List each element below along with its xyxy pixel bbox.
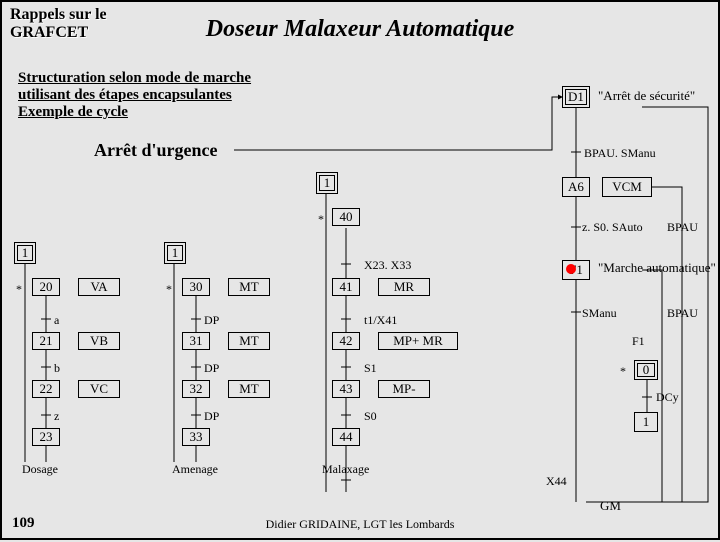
st3: Exemple de cycle [18,104,251,121]
step-33: 33 [182,428,210,446]
step-20: 20 [32,278,60,296]
st2: utilisant des étapes encapsulantes [18,87,251,104]
label-GM: GM [600,498,621,514]
trans-z: z [54,409,59,424]
step-41: 41 [332,278,360,296]
action-MT-30: MT [228,278,270,296]
trans-t1: t1/X41 [364,313,397,328]
msg-F1: "Marche automatique" [598,260,716,276]
star-C: * [318,212,324,227]
step-30: 30 [182,278,210,296]
action-MT-32: MT [228,380,270,398]
trans-zS0SAuto: z. S0. SAuto [582,220,643,235]
action-VC: VC [78,380,120,398]
step-D1: D1 [562,86,590,108]
star-B: * [166,282,172,297]
footer-credit: Didier GRIDAINE, LGT les Lombards [2,517,718,532]
step-23: 23 [32,428,60,446]
trans-b: b [54,361,60,376]
trans-SManu: SManu [582,306,617,321]
zero-star: * [620,364,626,379]
star-A: * [16,282,22,297]
trans-DCy: DCy [656,390,679,405]
action-MT-31: MT [228,332,270,350]
trans-DP1: DP [204,313,219,328]
action-VA: VA [78,278,120,296]
label-dosage: Dosage [22,462,58,477]
trans-BPAU2: BPAU [667,306,698,321]
trans-S0: S0 [364,409,377,424]
trans-BPAU-SManu: BPAU. SManu [584,146,656,161]
step-40: 40 [332,208,360,226]
st1: Structuration selon mode de marche [18,70,251,87]
trans-DP3: DP [204,409,219,424]
step-42: 42 [332,332,360,350]
label-F1: F1 [632,334,645,349]
red-dot-icon [566,264,576,274]
trans-a: a [54,313,59,328]
step-31: 31 [182,332,210,350]
label-amenage: Amenage [172,462,218,477]
page-title: Doseur Malaxeur Automatique [2,16,718,43]
arret-urgence: Arrêt d'urgence [94,140,217,161]
step-21: 21 [32,332,60,350]
trans-DP2: DP [204,361,219,376]
action-MPplus: MP+ MR [378,332,458,350]
macro-init-B: 1 [164,242,186,264]
action-MR: MR [378,278,430,296]
msg-D1: "Arrêt de sécurité" [598,88,695,104]
trans-X23X33: X23. X33 [364,258,411,273]
label-malaxage: Malaxage [322,462,369,477]
step-44: 44 [332,428,360,446]
step-43: 43 [332,380,360,398]
action-MPminus: MP- [378,380,430,398]
action-VCM: VCM [602,177,652,197]
macro-init-C: 1 [316,172,338,194]
subtitle: Structuration selon mode de marche utili… [18,70,251,121]
step-1: 1 [634,412,658,432]
macro-init-A: 1 [14,242,36,264]
step-32: 32 [182,380,210,398]
action-VB: VB [78,332,120,350]
trans-BPAU1: BPAU [667,220,698,235]
step-0: 0 [634,360,658,380]
trans-X44: X44 [546,474,567,489]
step-A6: A6 [562,177,590,197]
trans-S1: S1 [364,361,377,376]
step-22: 22 [32,380,60,398]
